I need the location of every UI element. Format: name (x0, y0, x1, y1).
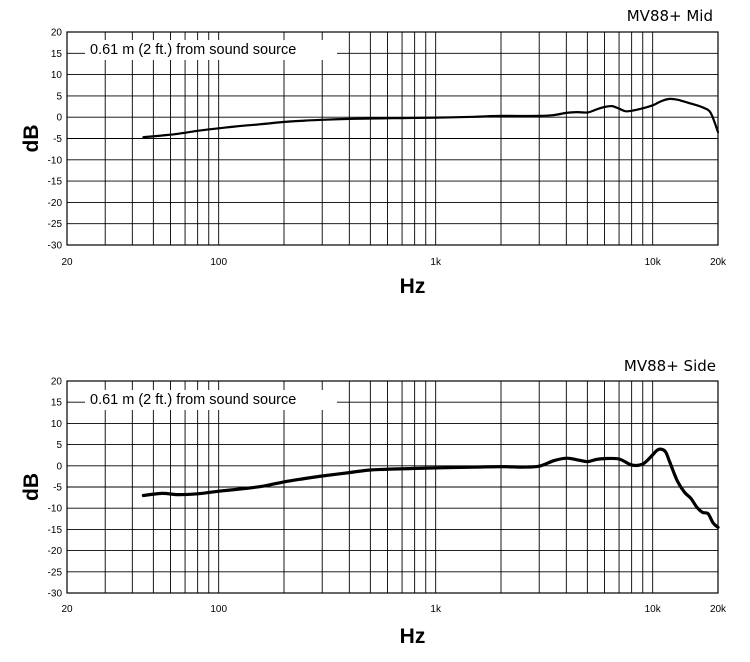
y-tick-label: -5 (53, 134, 62, 145)
y-tick-label: -15 (48, 525, 63, 536)
series-line (142, 97, 720, 139)
annotation-text: 0.61 m (2 ft.) from sound source (90, 42, 296, 58)
chart-title: MV88+ Side (624, 357, 716, 375)
x-tick-label: 20k (710, 257, 727, 268)
y-tick-label: -20 (48, 546, 63, 557)
chart-side: 0.61 m (2 ft.) from sound source MV88+ Si… (20, 357, 727, 648)
y-tick-label: -5 (53, 483, 62, 494)
annotation-background (85, 390, 337, 410)
y-tick-label: -30 (48, 241, 63, 252)
y-tick-label: -30 (48, 589, 63, 600)
y-tick-label: 20 (51, 28, 63, 39)
chart-mid: 0.61 m (2 ft.) from sound source MV88+ Mi… (20, 7, 727, 298)
y-tick-label: 5 (56, 91, 62, 102)
plot-frame (66, 380, 719, 594)
y-tick-label: -25 (48, 219, 63, 230)
x-tick-label: 1k (430, 257, 442, 268)
plot-frame (66, 31, 719, 246)
x-tick-label: 100 (210, 257, 227, 268)
y-axis-title: dB (20, 125, 43, 153)
series-line (141, 447, 720, 529)
x-axis-title: Hz (400, 625, 426, 648)
x-tick-label: 20 (61, 257, 73, 268)
x-tick-label: 1k (430, 604, 442, 615)
y-axis-title: dB (20, 473, 43, 501)
x-tick-label: 10k (645, 257, 662, 268)
y-tick-label: 15 (51, 398, 63, 409)
annotation-background (85, 40, 337, 60)
x-tick-label: 100 (210, 604, 227, 615)
y-tick-label: -25 (48, 567, 63, 578)
y-tick-label: 20 (51, 377, 63, 388)
y-tick-label: 0 (56, 461, 62, 472)
y-tick-label: 10 (51, 70, 63, 81)
x-tick-label: 20k (710, 604, 727, 615)
x-tick-label: 20 (61, 604, 73, 615)
y-tick-label: -20 (48, 198, 63, 209)
y-tick-label: 0 (56, 113, 62, 124)
y-tick-label: 10 (51, 419, 63, 430)
x-axis-title: Hz (400, 275, 426, 298)
annotation-text: 0.61 m (2 ft.) from sound source (90, 392, 296, 408)
y-tick-label: -10 (48, 155, 63, 166)
chart-title: MV88+ Mid (627, 7, 713, 25)
y-tick-label: 15 (51, 49, 63, 60)
y-tick-label: -15 (48, 177, 63, 188)
y-tick-label: -10 (48, 504, 63, 515)
y-tick-label: 5 (56, 440, 62, 451)
x-tick-label: 10k (645, 604, 662, 615)
